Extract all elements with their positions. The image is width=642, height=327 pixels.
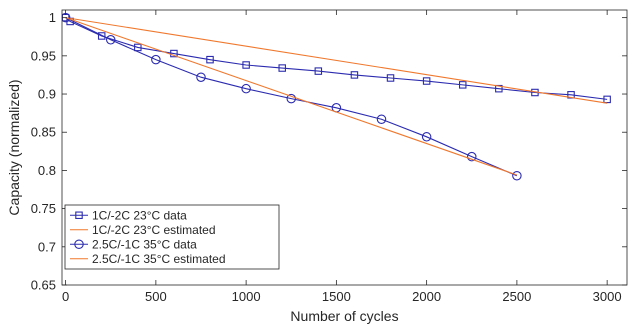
data-point-square (242, 61, 250, 69)
data-point-square (314, 67, 323, 75)
data-point-circle (196, 72, 206, 82)
x-tick-label: 2500 (502, 289, 531, 304)
y-tick-label: 0.65 (31, 278, 56, 293)
x-axis-label: Number of cycles (290, 308, 398, 324)
y-tick-label: 0.9 (38, 87, 56, 102)
x-tick-label: 2000 (412, 289, 441, 304)
data-point-circle (151, 54, 161, 65)
y-tick-label: 0.85 (31, 125, 56, 140)
data-point-square (350, 71, 359, 79)
legend-label-3: 2.5C/-1C 35°C data (92, 237, 197, 251)
y-tick-label: 1 (49, 10, 56, 25)
legend-label-4: 2.5C/-1C 35°C estimated (92, 252, 226, 266)
data-point-circle (286, 93, 296, 104)
data-point-square (386, 74, 395, 82)
x-tick-label: 0 (62, 289, 69, 304)
data-point-circle (241, 83, 251, 94)
legend-marker-square (75, 211, 83, 220)
data-point-square (278, 64, 286, 72)
legend-box (64, 204, 280, 270)
y-tick-label: 0.7 (38, 239, 56, 254)
x-tick-label: 1500 (322, 289, 351, 304)
data-point-square (422, 77, 431, 85)
data-point-circle (512, 171, 522, 181)
x-tick-label: 500 (145, 289, 167, 304)
data-point-circle (105, 35, 116, 45)
y-axis-label: Capacity (normalized) (6, 79, 22, 215)
axes-layer: 0 500 1000 1500 2000 2500 3000 0.65 0.7 0.75 0.8 0.… (31, 9, 628, 304)
legend-label-1: 1C/-2C 23°C data (92, 208, 187, 222)
y-tick-label: 0.8 (38, 163, 56, 178)
data-point-circle (421, 132, 432, 142)
data-point-square (206, 55, 214, 64)
data-point-square (170, 49, 178, 58)
x-tick-label: 1000 (232, 289, 261, 304)
data-point-circle (376, 114, 387, 124)
legend-marker-circle (74, 239, 84, 250)
series-line-4 (65, 17, 518, 176)
data-point-square (97, 32, 106, 40)
y-tick-label: 0.95 (31, 48, 56, 63)
series-line-1 (65, 17, 608, 100)
axes-box (61, 9, 628, 286)
series-layer (62, 12, 611, 181)
data-point-square (495, 84, 503, 93)
data-point-square (603, 95, 611, 104)
series-line-2 (65, 17, 608, 104)
y-tick-label: 0.75 (31, 201, 56, 216)
data-point-square (134, 43, 142, 52)
data-point-circle (467, 151, 477, 162)
series-line-3 (65, 17, 518, 177)
legend-label-2: 1C/-2C 23°C estimated (92, 223, 216, 237)
x-tick-label: 3000 (593, 289, 622, 304)
data-point-square (458, 81, 467, 89)
